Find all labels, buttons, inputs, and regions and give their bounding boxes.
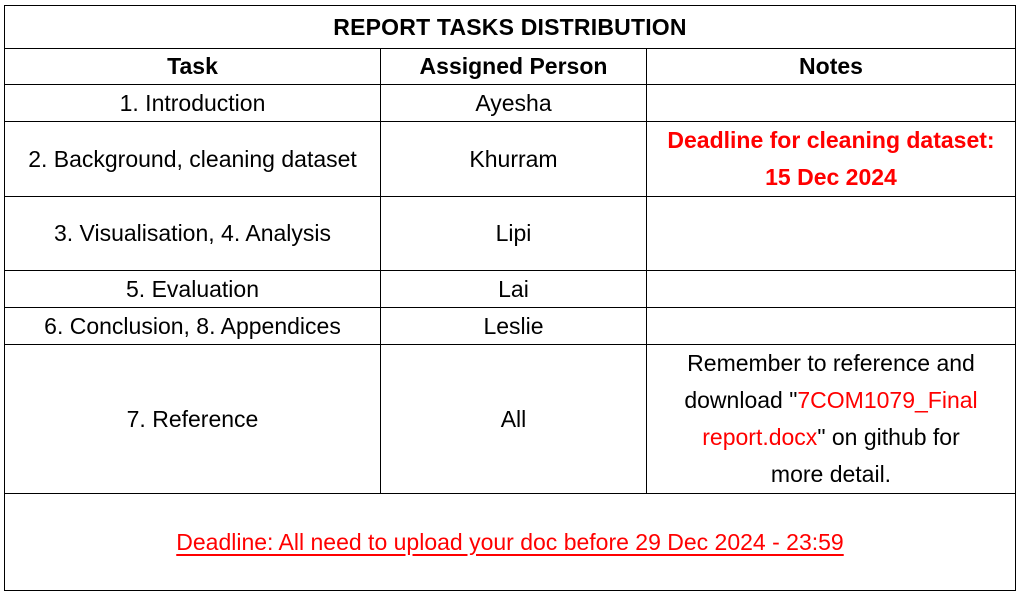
- person-cell: Lipi: [380, 196, 647, 271]
- notes-cell: [646, 84, 1016, 122]
- person-cell: All: [380, 344, 647, 494]
- notes-deadline-line1: Deadline for cleaning dataset:: [667, 127, 995, 153]
- file-name-part: report.docx: [702, 424, 818, 450]
- person-cell: Ayesha: [380, 84, 647, 122]
- table-row: 3. Visualisation, 4. Analysis Lipi: [4, 196, 1016, 271]
- notes-line: report.docx" on github for: [647, 419, 1015, 456]
- notes-cell: [646, 270, 1016, 308]
- notes-cell: [646, 307, 1016, 345]
- header-task: Task: [4, 48, 381, 85]
- task-cell: 6. Conclusion, 8. Appendices: [4, 307, 381, 345]
- header-assigned-person: Assigned Person: [380, 48, 647, 85]
- deadline-row: Deadline: All need to upload your doc be…: [4, 493, 1016, 591]
- report-table: REPORT TASKS DISTRIBUTION Task Assigned …: [4, 5, 1016, 591]
- notes-line: Remember to reference and: [687, 350, 975, 376]
- task-cell: 7. Reference: [4, 344, 381, 494]
- notes-text: " on github for: [817, 424, 960, 450]
- table-title: REPORT TASKS DISTRIBUTION: [4, 5, 1016, 49]
- notes-text: download ": [684, 387, 798, 413]
- person-cell: Khurram: [380, 121, 647, 197]
- task-cell: 3. Visualisation, 4. Analysis: [4, 196, 381, 271]
- notes-cell: [646, 196, 1016, 271]
- task-cell: 2. Background, cleaning dataset: [4, 121, 381, 197]
- notes-cell: Deadline for cleaning dataset: 15 Dec 20…: [646, 121, 1016, 197]
- notes-cell: Remember to reference and download "7COM…: [646, 344, 1016, 494]
- notes-deadline-line2: 15 Dec 2024: [765, 164, 897, 190]
- table-row: 5. Evaluation Lai: [4, 270, 1016, 308]
- notes-line: more detail.: [770, 461, 892, 487]
- person-cell: Leslie: [380, 307, 647, 345]
- task-cell: 5. Evaluation: [4, 270, 381, 308]
- person-cell: Lai: [380, 270, 647, 308]
- notes-line: download "7COM1079_Final: [647, 382, 1015, 419]
- task-cell: 1. Introduction: [4, 84, 381, 122]
- header-notes: Notes: [646, 48, 1016, 85]
- table-row: 1. Introduction Ayesha: [4, 84, 1016, 122]
- table-row: 2. Background, cleaning dataset Khurram …: [4, 121, 1016, 197]
- table-row: 6. Conclusion, 8. Appendices Leslie: [4, 307, 1016, 345]
- final-deadline-banner: Deadline: All need to upload your doc be…: [4, 493, 1016, 591]
- table-row: 7. Reference All Remember to reference a…: [4, 344, 1016, 494]
- file-name-part: 7COM1079_Final: [797, 387, 978, 413]
